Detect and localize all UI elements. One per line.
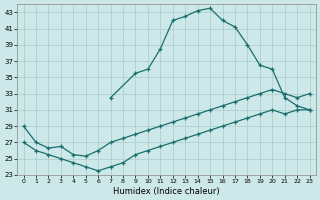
X-axis label: Humidex (Indice chaleur): Humidex (Indice chaleur) — [113, 187, 220, 196]
